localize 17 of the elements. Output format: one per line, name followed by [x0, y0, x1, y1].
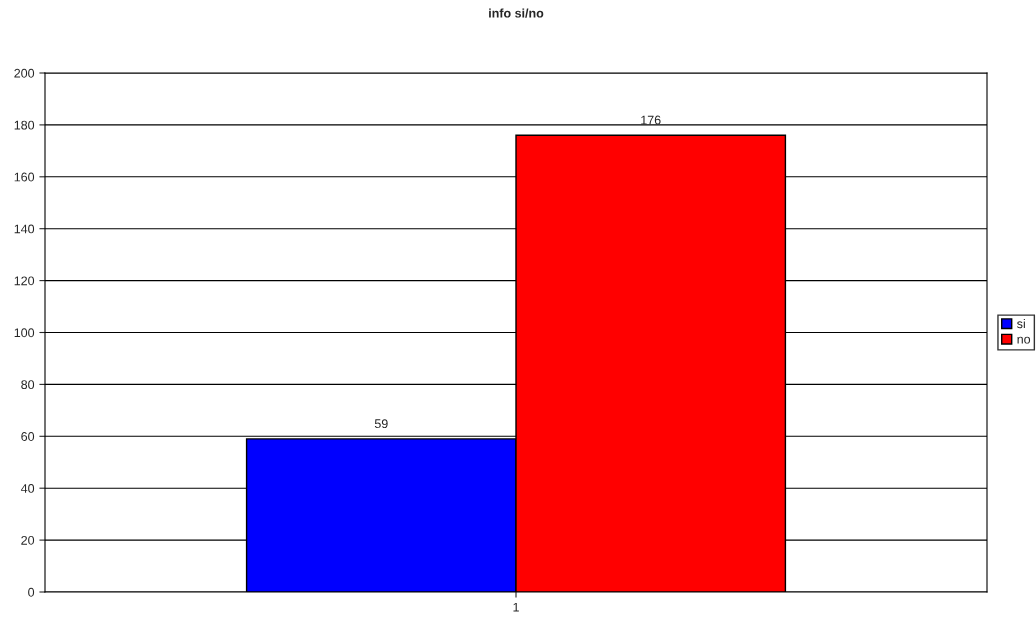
y-tick-label: 80: [21, 380, 35, 390]
legend-label: no: [1017, 336, 1031, 344]
y-tick-label: 180: [14, 120, 35, 130]
legend-label: si: [1017, 318, 1025, 329]
y-tick-label: 200: [14, 68, 35, 78]
y-tick-label: 40: [20, 484, 35, 493]
y-tick-label: 140: [14, 224, 35, 234]
x-tick-label: 1: [513, 602, 519, 612]
data-label: 176: [641, 115, 661, 125]
y-tick-label: 0: [28, 587, 35, 597]
data-label: 59: [374, 419, 388, 429]
y-tick-label: 120: [14, 276, 35, 286]
y-tick-label: 20: [21, 535, 35, 545]
y-tick-label: 60: [21, 432, 35, 441]
chart-title: info si/no: [489, 8, 544, 18]
y-tick-label: 100: [14, 328, 35, 338]
y-tick-label: 160: [14, 172, 35, 182]
